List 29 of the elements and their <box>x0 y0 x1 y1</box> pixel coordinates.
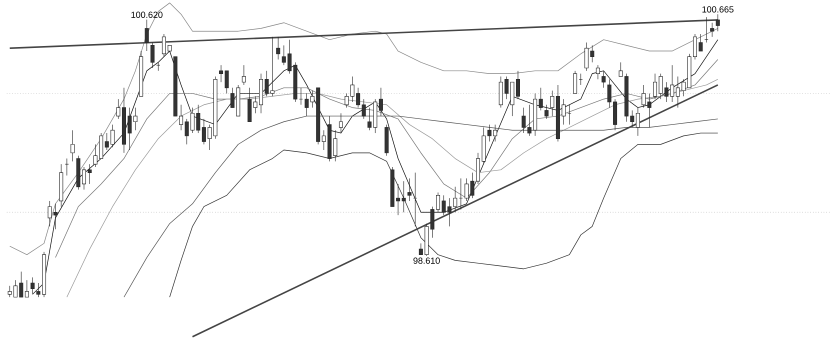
candlestick <box>150 42 155 68</box>
candlestick <box>596 64 600 80</box>
candlestick <box>248 88 252 122</box>
candlestick <box>407 178 412 202</box>
candlestick <box>538 88 543 111</box>
candlestick <box>144 19 149 52</box>
candlestick <box>338 112 343 134</box>
candlestick <box>573 70 578 94</box>
candlestick <box>362 98 366 120</box>
candlestick <box>24 280 29 298</box>
candlestick <box>544 104 549 120</box>
candlestick <box>344 93 349 108</box>
candlestick <box>464 178 469 202</box>
candlestick <box>710 22 714 38</box>
candlestick <box>602 70 606 88</box>
candlestick <box>30 277 35 295</box>
annotation: 98.610 <box>413 258 440 264</box>
candlestick <box>276 36 280 60</box>
candlestick <box>133 107 138 131</box>
candlestick <box>70 130 75 162</box>
candlestick <box>647 93 652 128</box>
candlestick <box>716 14 720 32</box>
candlestick <box>642 84 646 108</box>
candlestick <box>636 107 640 136</box>
candlestick <box>242 64 246 86</box>
candlestick <box>304 93 309 116</box>
annotation: 100.665 <box>702 6 734 13</box>
annotation: 100.620 <box>131 12 163 18</box>
candlestick <box>522 107 526 134</box>
